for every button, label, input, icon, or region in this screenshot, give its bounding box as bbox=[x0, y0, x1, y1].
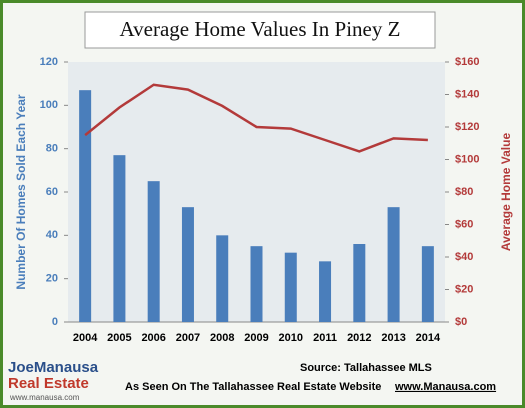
chart-title: Average Home Values In Piney Z bbox=[120, 17, 401, 41]
y2-tick-label: $60 bbox=[455, 218, 473, 230]
bar bbox=[216, 235, 229, 322]
y-tick-label: 120 bbox=[40, 56, 58, 68]
y-tick-label: 0 bbox=[52, 316, 58, 328]
y2-tick-label: $140 bbox=[455, 88, 479, 100]
x-tick-label: 2006 bbox=[141, 332, 165, 344]
bar bbox=[113, 155, 126, 322]
website: www.Manausa.com bbox=[394, 381, 496, 393]
logo-url: www.manausa.com bbox=[9, 393, 80, 402]
x-tick-label: 2005 bbox=[107, 332, 131, 344]
title-box bbox=[84, 11, 436, 49]
y2-tick-label: $0 bbox=[455, 316, 467, 328]
x-tick-label: 2007 bbox=[176, 332, 200, 344]
x-tick-label: 2012 bbox=[347, 332, 371, 344]
x-tick-label: 2013 bbox=[381, 332, 405, 344]
bar bbox=[79, 90, 92, 323]
x-tick-label: 2014 bbox=[416, 332, 441, 344]
logo-name: JoeManausa bbox=[8, 359, 99, 376]
y-tick-label: 40 bbox=[46, 229, 58, 241]
y2-tick-label: $80 bbox=[455, 186, 473, 198]
line bbox=[84, 83, 428, 153]
bar bbox=[319, 261, 332, 322]
y-tick-label: 20 bbox=[46, 273, 58, 285]
bar bbox=[250, 246, 263, 322]
logo-sub: Real Estate bbox=[8, 375, 89, 392]
bar bbox=[181, 207, 194, 322]
footer: As Seen On The Tallahassee Real Estate W… bbox=[125, 381, 381, 393]
y2-tick-label: $100 bbox=[455, 153, 479, 165]
y2-tick-label: $160 bbox=[455, 56, 479, 68]
y-axis-title: Number Of Homes Sold Each Year bbox=[14, 94, 28, 290]
y2-tick-label: $120 bbox=[455, 121, 479, 133]
bar bbox=[387, 207, 400, 322]
x-tick-label: 2010 bbox=[279, 332, 303, 344]
y2-tick-label: $20 bbox=[455, 283, 473, 295]
bar bbox=[421, 246, 434, 322]
x-tick-label: 2009 bbox=[244, 332, 268, 344]
y-tick-label: 60 bbox=[46, 186, 58, 198]
bar bbox=[353, 244, 366, 322]
source: Source: Tallahassee MLS bbox=[300, 362, 432, 374]
x-tick-label: 2008 bbox=[210, 332, 234, 344]
y2-axis-title: Average Home Value bbox=[499, 133, 513, 252]
y-tick-label: 100 bbox=[40, 99, 58, 111]
x-tick-label: 2004 bbox=[73, 332, 98, 344]
x-tick-label: 2011 bbox=[313, 332, 337, 344]
y-tick-label: 80 bbox=[46, 143, 58, 155]
y2-tick-label: $40 bbox=[455, 251, 473, 263]
bar bbox=[284, 252, 297, 322]
bar bbox=[147, 181, 160, 322]
